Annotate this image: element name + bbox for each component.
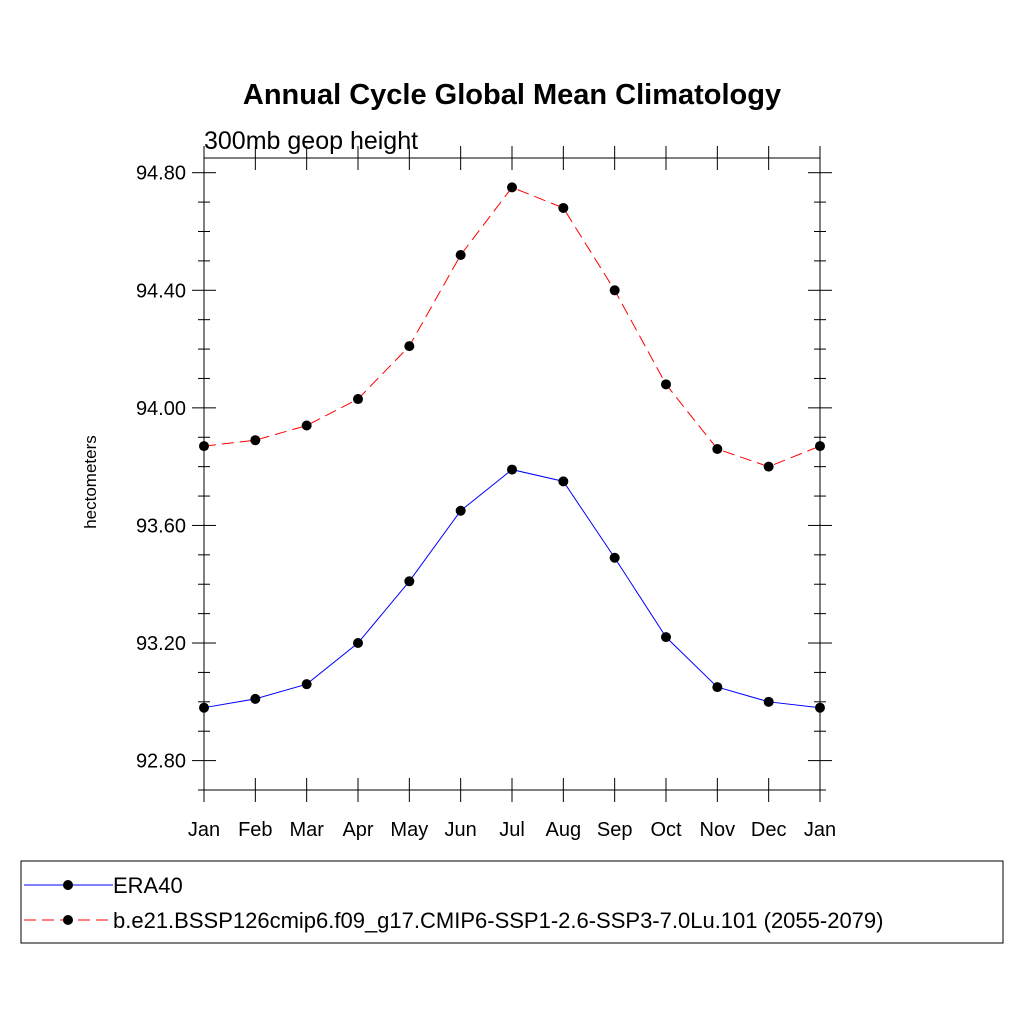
data-point [507,182,517,193]
y-tick-label: 94.80 [136,163,186,185]
x-tick-label: Mar [289,819,324,841]
y-tick-label: 92.80 [136,751,186,773]
legend-label: ERA40 [113,873,183,898]
data-point [455,505,466,516]
data-point [507,464,517,475]
data-point [250,693,261,704]
data-point [250,435,261,446]
y-tick-label: 93.60 [136,515,186,537]
x-tick-label: Jul [499,819,525,841]
x-tick-label: Oct [650,819,682,841]
data-point [199,702,209,713]
x-tick-label: Feb [238,819,272,841]
x-tick-label: Dec [751,819,787,841]
data-point [661,632,671,643]
data-point [815,441,825,452]
data-point [455,250,466,261]
x-tick-label: Aug [546,819,582,841]
data-point [301,679,312,690]
chart-subtitle: 300mb geop height [204,127,418,155]
x-tick-label: Jan [188,819,220,841]
x-tick-label: May [390,819,428,841]
data-point [353,394,363,405]
data-point [558,476,569,487]
data-point [301,420,312,431]
x-tick-label: Apr [342,819,373,841]
data-point [353,638,363,649]
data-point [763,461,774,472]
legend-marker [63,915,73,925]
plot-area: 94.80 94.40 94.00 93.60 93.20 92.80 Jan Feb Mar A… [136,146,836,841]
legend-marker [63,880,73,890]
data-point [609,285,620,296]
data-point [712,682,723,693]
data-point [712,444,723,455]
series-line [203,186,821,468]
data-point [199,441,209,452]
x-tick-label: Nov [700,819,736,841]
y-tick-label: 94.00 [136,398,186,420]
y-axis-label: hectometers [81,435,100,529]
legend: ERA40 b.e21.BSSP126cmip6.f09_g17.CMIP6-SS… [20,860,1004,944]
data-point [558,202,569,213]
data-point [815,702,825,713]
x-tick-label: Jan [804,819,836,841]
y-tick-label: 94.40 [136,280,186,302]
y-tick-label: 93.20 [136,633,186,655]
x-tick-label: Sep [597,819,633,841]
data-point [609,552,620,563]
data-point [404,341,415,352]
legend-box [20,860,1004,944]
x-tick-label: Jun [445,819,477,841]
legend-label: b.e21.BSSP126cmip6.f09_g17.CMIP6-SSP1-2.… [113,908,883,933]
chart-title: Annual Cycle Global Mean Climatology [243,79,781,111]
data-point [763,696,774,707]
data-point [404,576,415,587]
data-point [661,379,671,390]
series-line [203,469,821,709]
